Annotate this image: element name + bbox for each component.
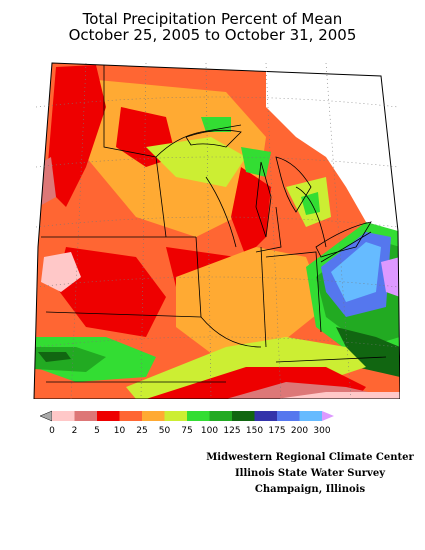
legend-tick-label: 125: [223, 426, 240, 436]
legend-tick-label: 75: [181, 426, 192, 436]
legend-swatch: [277, 411, 300, 421]
map-border: [33, 62, 400, 399]
legend-tick-label: 300: [313, 426, 330, 436]
map-title: Total Precipitation Percent of Mean: [82, 10, 343, 28]
legend-swatch: [52, 411, 75, 421]
credit-line-2: Illinois State Water Survey: [234, 468, 386, 479]
legend-swatch: [97, 411, 120, 421]
map-date-range: October 25, 2005 to October 31, 2005: [68, 26, 357, 44]
legend-tick-label: 2: [72, 426, 78, 436]
credit-line-1: Midwestern Regional Climate Center: [206, 452, 414, 463]
legend-tick-label: 175: [268, 426, 285, 436]
legend-tick-label: 50: [159, 426, 171, 436]
legend-tick-label: 25: [136, 426, 147, 436]
legend-swatch: [209, 411, 232, 421]
legend-swatch: [74, 411, 97, 421]
great-lakes: [185, 129, 372, 258]
legend-swatch: [299, 411, 322, 421]
legend-tick-label: 100: [201, 426, 218, 436]
state-boundaries: [41, 65, 387, 383]
legend-swatch: [187, 411, 210, 421]
color-legend: 0 2 5 10 25 50 75 100 125 150 175 200 300: [39, 410, 334, 436]
legend-swatch: [119, 411, 142, 421]
legend-arrow-high: [322, 411, 334, 421]
graticule: [35, 62, 399, 399]
legend-arrow-low: [39, 410, 53, 422]
legend-tick-label: 0: [49, 426, 55, 436]
legend-tick-label: 200: [291, 426, 308, 436]
legend-swatch: [142, 411, 165, 421]
credit-line-3: Champaign, Illinois: [254, 484, 366, 495]
legend-tick-label: 10: [114, 426, 126, 436]
legend-tick-label: 150: [246, 426, 263, 436]
legend-swatch: [164, 411, 187, 421]
legend-swatch: [232, 411, 255, 421]
legend-tick-label: 5: [94, 426, 100, 436]
legend-swatch: [254, 411, 277, 421]
precipitation-map: [33, 62, 400, 399]
precipitation-field: [34, 63, 400, 399]
